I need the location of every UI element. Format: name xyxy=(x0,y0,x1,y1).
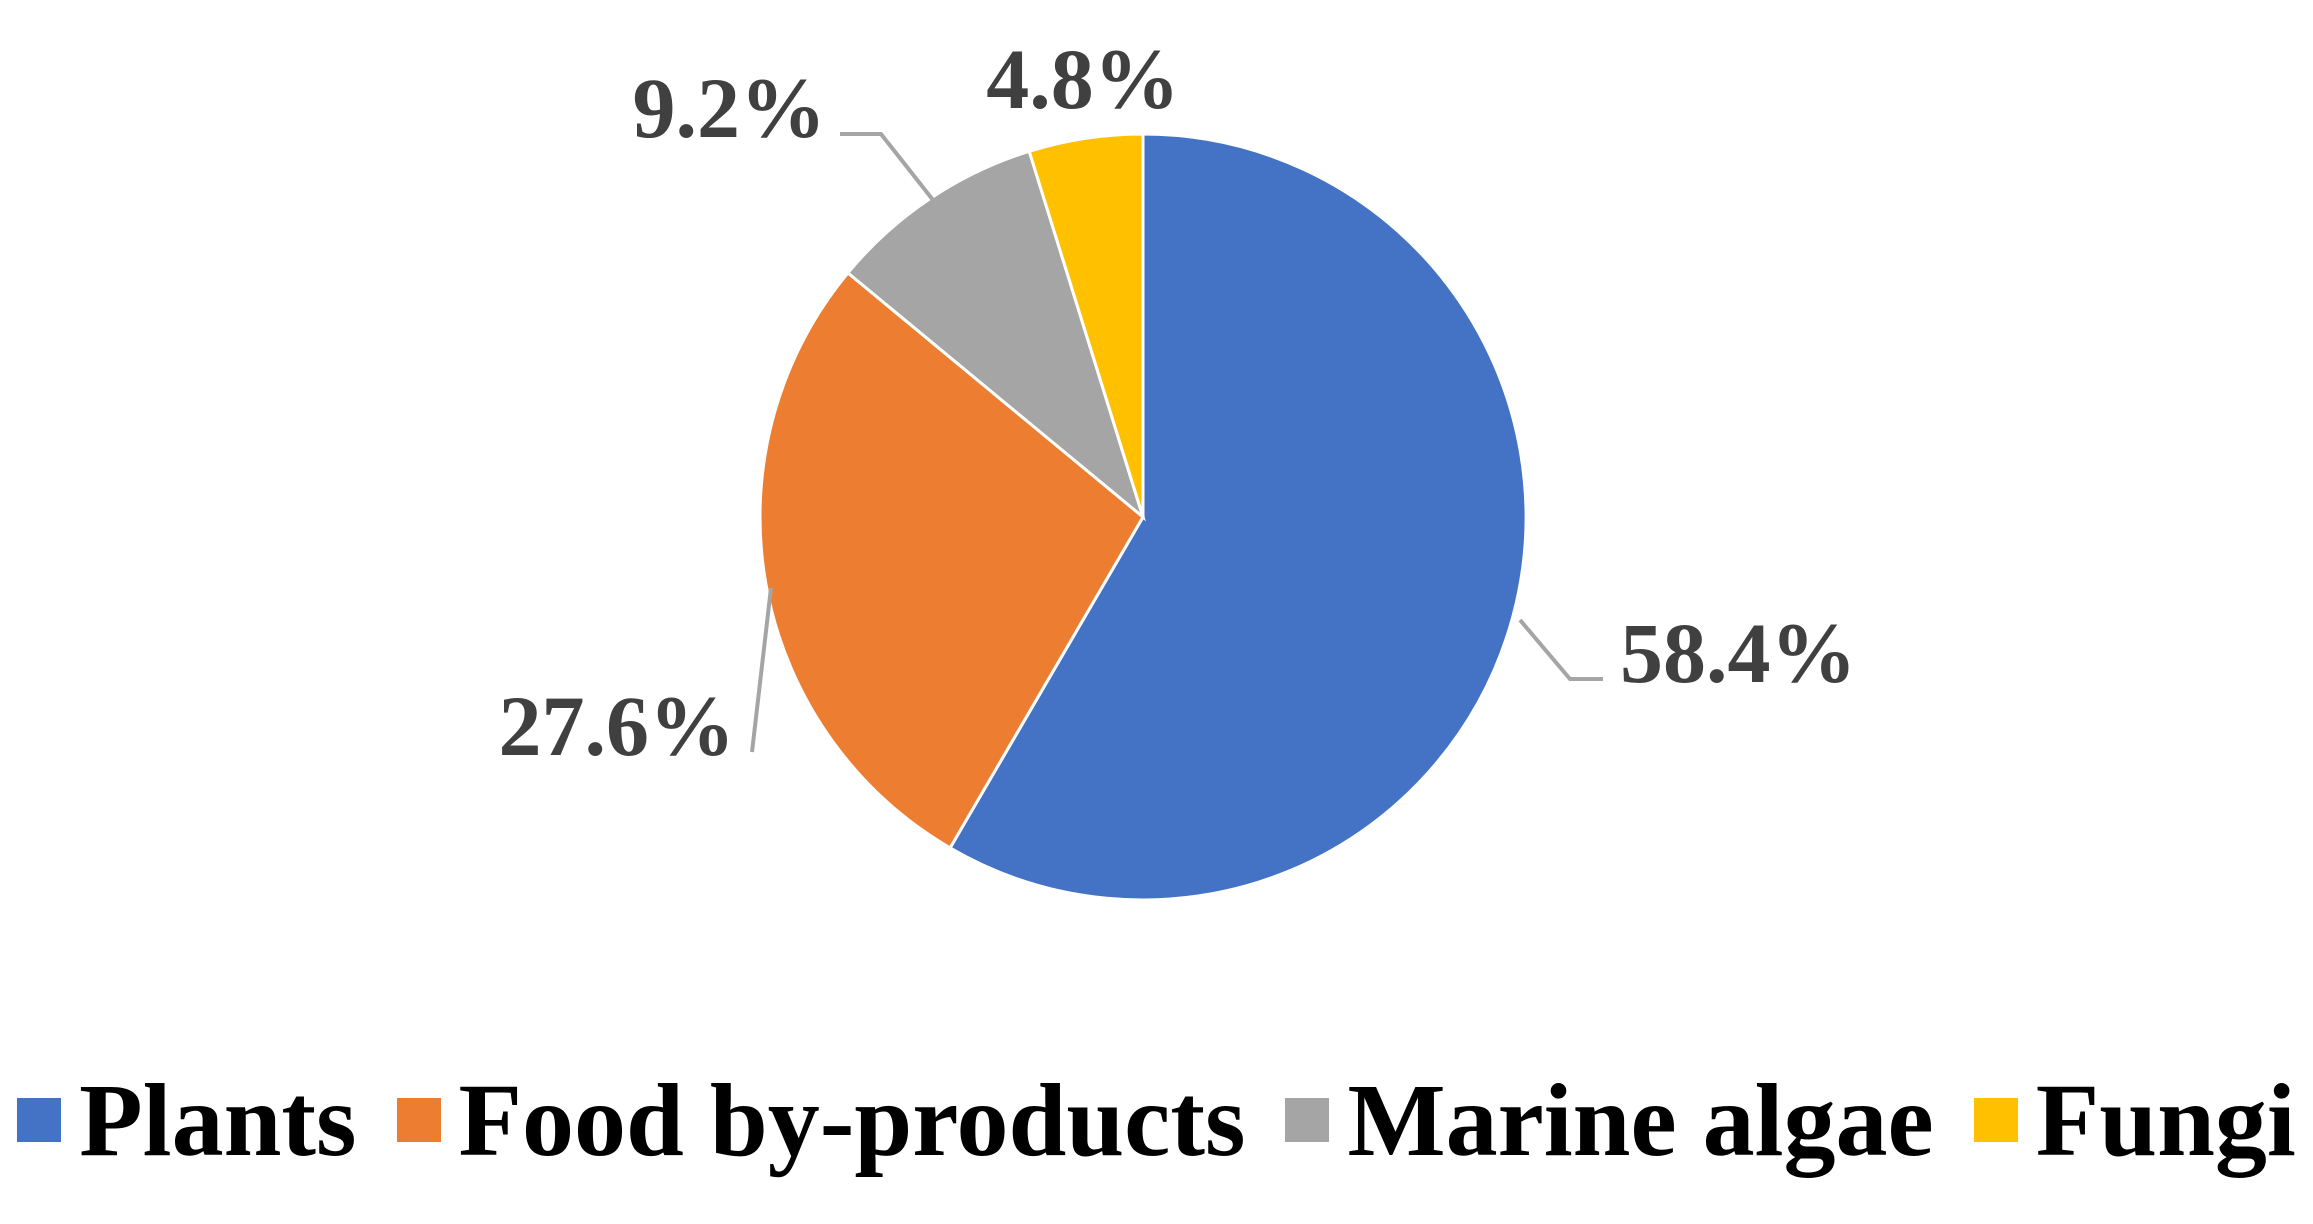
legend-swatch-marine-algae xyxy=(1285,1098,1330,1142)
legend-swatch-food-by-products xyxy=(396,1098,441,1142)
legend-item-marine-algae: Marine algae xyxy=(1285,1061,1934,1180)
pie-slice-food-by-products xyxy=(758,270,1145,850)
legend: Plants Food by-products Marine algae Fungi xyxy=(0,1055,2313,1185)
data-label-plants: 58.4% xyxy=(1620,605,1857,701)
data-label-marine-algae: 9.2% xyxy=(633,60,827,156)
leader-line-food-by-products xyxy=(750,587,773,753)
data-label-food-by-products: 27.6% xyxy=(499,678,736,774)
legend-label-food-by-products: Food by-products xyxy=(458,1062,1246,1178)
legend-label-marine-algae: Marine algae xyxy=(1347,1062,1934,1178)
data-label-fungi: 4.8% xyxy=(986,31,1180,127)
legend-label-fungi: Fungi xyxy=(2035,1062,2296,1178)
legend-item-plants: Plants xyxy=(17,1061,357,1180)
legend-label-plants: Plants xyxy=(79,1062,357,1178)
legend-swatch-fungi xyxy=(1973,1098,2018,1142)
pie-slice-fungi xyxy=(1027,132,1145,518)
leader-line-marine-algae xyxy=(840,132,935,202)
legend-item-food-by-products: Food by-products xyxy=(396,1061,1246,1180)
legend-swatch-plants xyxy=(17,1098,62,1142)
pie-slice-plants xyxy=(948,132,1528,902)
leader-line-plants xyxy=(1518,618,1603,681)
legend-item-fungi: Fungi xyxy=(1973,1061,2296,1180)
